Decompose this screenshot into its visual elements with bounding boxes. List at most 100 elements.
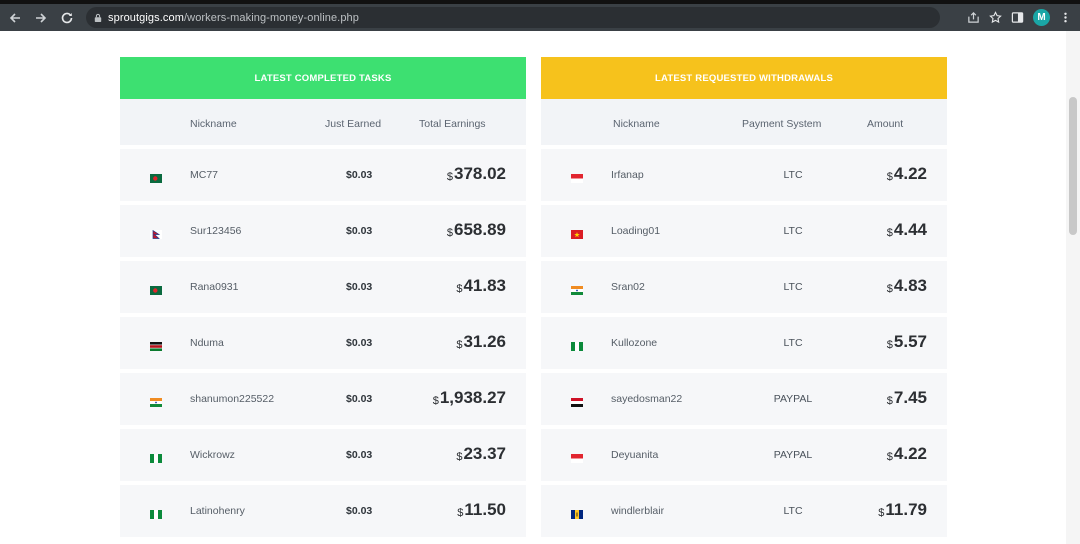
nickname-cell: Loading01	[611, 225, 661, 237]
total-earnings-cell: $1,938.27	[433, 388, 506, 408]
india-flag-icon	[150, 394, 162, 407]
completed-tasks-panel: LATEST COMPLETED TASKS Nickname Just Ear…	[120, 57, 526, 537]
vietnam-flag-icon	[571, 226, 583, 239]
nigeria-flag-icon	[150, 450, 162, 463]
egypt-flag-icon	[571, 394, 583, 407]
table-row: sayedosman22 PAYPAL $7.45	[541, 373, 947, 425]
currency-symbol: $	[886, 451, 893, 463]
total-earnings-value: 658.89	[454, 220, 506, 239]
just-earned-cell: $0.03	[346, 337, 373, 349]
back-button[interactable]	[4, 7, 26, 29]
table-row: windlerblair LTC $11.79	[541, 485, 947, 537]
requested-withdrawals-panel: LATEST REQUESTED WITHDRAWALS Nickname Pa…	[541, 57, 947, 537]
total-earnings-cell: $23.37	[456, 444, 506, 464]
table-row: Kullozone LTC $5.57	[541, 317, 947, 369]
nickname-cell: MC77	[190, 169, 219, 181]
total-earnings-value: 1,938.27	[439, 388, 506, 407]
nickname-cell: windlerblair	[611, 505, 665, 517]
completed-tasks-title: LATEST COMPLETED TASKS	[120, 57, 526, 99]
amount-value: 5.57	[893, 332, 927, 351]
amount-value: 7.45	[893, 388, 927, 407]
india-flag-icon	[571, 282, 583, 295]
just-earned-cell: $0.03	[346, 225, 373, 237]
amount-value: 4.22	[893, 164, 927, 183]
currency-symbol: $	[432, 395, 439, 407]
currency-symbol: $	[886, 339, 893, 351]
nickname-cell: Kullozone	[611, 337, 658, 349]
forward-arrow-icon	[36, 12, 47, 23]
window-top-edge	[0, 0, 1080, 4]
total-earnings-cell: $31.26	[456, 332, 506, 352]
total-earnings-value: 41.83	[463, 276, 506, 295]
share-icon[interactable]	[967, 11, 980, 24]
bangladesh-flag-icon	[150, 282, 162, 295]
payment-system-cell: LTC	[783, 225, 803, 237]
forward-button[interactable]	[30, 7, 52, 29]
currency-symbol: $	[456, 339, 463, 351]
payment-system-cell: LTC	[783, 505, 803, 517]
side-panel-icon[interactable]	[1011, 11, 1024, 24]
nickname-cell: Irfanap	[611, 169, 644, 181]
amount-value: 4.44	[893, 220, 927, 239]
column-just-earned: Just Earned	[325, 118, 382, 130]
nickname-cell: sayedosman22	[611, 393, 683, 405]
just-earned-cell: $0.03	[346, 449, 373, 461]
payment-system-cell: PAYPAL	[773, 449, 813, 461]
browser-toolbar: sproutgigs.com/workers-making-money-onli…	[0, 4, 1080, 31]
total-earnings-cell: $658.89	[447, 220, 506, 240]
table-row: Irfanap LTC $4.22	[541, 149, 947, 201]
url-path: /workers-making-money-online.php	[184, 11, 359, 24]
table-row: Nduma $0.03 $31.26	[120, 317, 526, 369]
just-earned-cell: $0.03	[346, 281, 373, 293]
nickname-cell: Deyuanita	[611, 449, 659, 461]
currency-symbol: $	[886, 227, 893, 239]
nigeria-flag-icon	[150, 506, 162, 519]
reload-icon	[61, 12, 73, 23]
nickname-cell: Nduma	[190, 337, 224, 349]
payment-system-cell: LTC	[783, 337, 803, 349]
currency-symbol: $	[446, 171, 453, 183]
table-row: Loading01 LTC $4.44	[541, 205, 947, 257]
column-payment-system: Payment System	[742, 118, 822, 130]
currency-symbol: $	[456, 451, 463, 463]
bookmark-star-icon[interactable]	[989, 11, 1002, 24]
total-earnings-cell: $378.02	[447, 164, 506, 184]
just-earned-cell: $0.03	[346, 169, 373, 181]
total-earnings-value: 23.37	[463, 444, 506, 463]
completed-tasks-columns: Nickname Just Earned Total Earnings	[120, 99, 526, 145]
payment-system-cell: LTC	[783, 169, 803, 181]
page-scrollbar[interactable]	[1066, 31, 1080, 544]
table-row: Latinohenry $0.03 $11.50	[120, 485, 526, 537]
table-row: Wickrowz $0.03 $23.37	[120, 429, 526, 481]
currency-symbol: $	[878, 507, 885, 519]
scrollbar-thumb[interactable]	[1069, 97, 1077, 235]
column-nickname: Nickname	[613, 118, 660, 130]
indonesia-flag-icon	[571, 170, 583, 183]
requested-withdrawals-title: LATEST REQUESTED WITHDRAWALS	[541, 57, 947, 99]
table-row: Sran02 LTC $4.83	[541, 261, 947, 313]
amount-cell: $7.45	[887, 388, 927, 408]
total-earnings-value: 378.02	[454, 164, 506, 183]
reload-button[interactable]	[56, 7, 78, 29]
address-bar[interactable]: sproutgigs.com/workers-making-money-onli…	[86, 7, 940, 28]
column-nickname: Nickname	[190, 118, 237, 130]
amount-cell: $4.44	[887, 220, 927, 240]
just-earned-cell: $0.03	[346, 505, 373, 517]
total-earnings-cell: $41.83	[456, 276, 506, 296]
just-earned-cell: $0.03	[346, 393, 373, 405]
table-row: MC77 $0.03 $378.02	[120, 149, 526, 201]
currency-symbol: $	[446, 227, 453, 239]
nickname-cell: Latinohenry	[190, 505, 245, 517]
table-row: Deyuanita PAYPAL $4.22	[541, 429, 947, 481]
url-domain: sproutgigs.com	[108, 11, 184, 24]
indonesia-flag-icon	[571, 450, 583, 463]
nigeria-flag-icon	[571, 338, 583, 351]
currency-symbol: $	[886, 171, 893, 183]
profile-avatar[interactable]: M	[1033, 9, 1050, 26]
payment-system-cell: LTC	[783, 281, 803, 293]
back-arrow-icon	[9, 12, 20, 23]
more-menu-icon[interactable]	[1059, 11, 1072, 24]
currency-symbol: $	[886, 283, 893, 295]
amount-cell: $5.57	[887, 332, 927, 352]
table-row: shanumon225522 $0.03 $1,938.27	[120, 373, 526, 425]
